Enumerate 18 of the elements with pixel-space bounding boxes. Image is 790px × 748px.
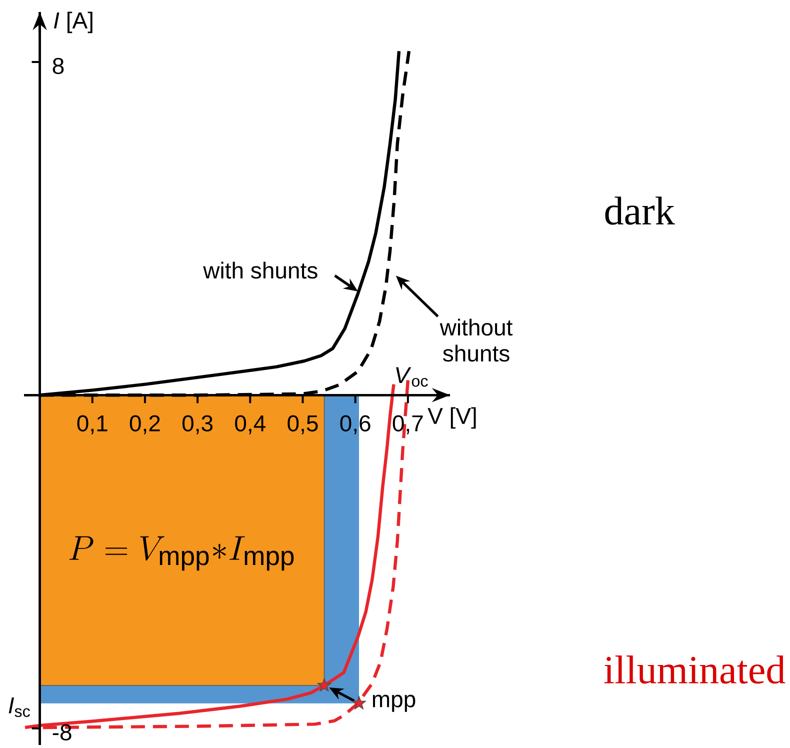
- x-tick-label: 0,3: [182, 415, 213, 434]
- x-tick-label: 0,7: [392, 415, 423, 434]
- text: illuminated: [604, 656, 786, 684]
- y-tick-label: -8: [52, 724, 72, 740]
- annotation: V$_{oc}$: [396, 367, 428, 387]
- x-axis-title: V [V]: [428, 407, 476, 429]
- x-tick-label: 0,5: [288, 415, 318, 434]
- annotation: $P = V_{\mathrm{mpp}}{*}I_{\mathrm{mpp}}$: [69, 536, 294, 571]
- x-tick-label: 0,1: [77, 415, 108, 434]
- annotation: I$_{sc}$: [8, 697, 30, 718]
- x-tick-label: 0,2: [130, 415, 160, 434]
- y-axis-title: I [A]: [54, 12, 92, 34]
- annotation: with shunts: [203, 262, 318, 279]
- annotation: without shunts: [440, 318, 513, 362]
- x-tick-label: 0,4: [235, 415, 266, 434]
- text: dark: [605, 196, 675, 225]
- y-tick-label: 8: [52, 58, 64, 74]
- annotation: mpp: [372, 694, 416, 712]
